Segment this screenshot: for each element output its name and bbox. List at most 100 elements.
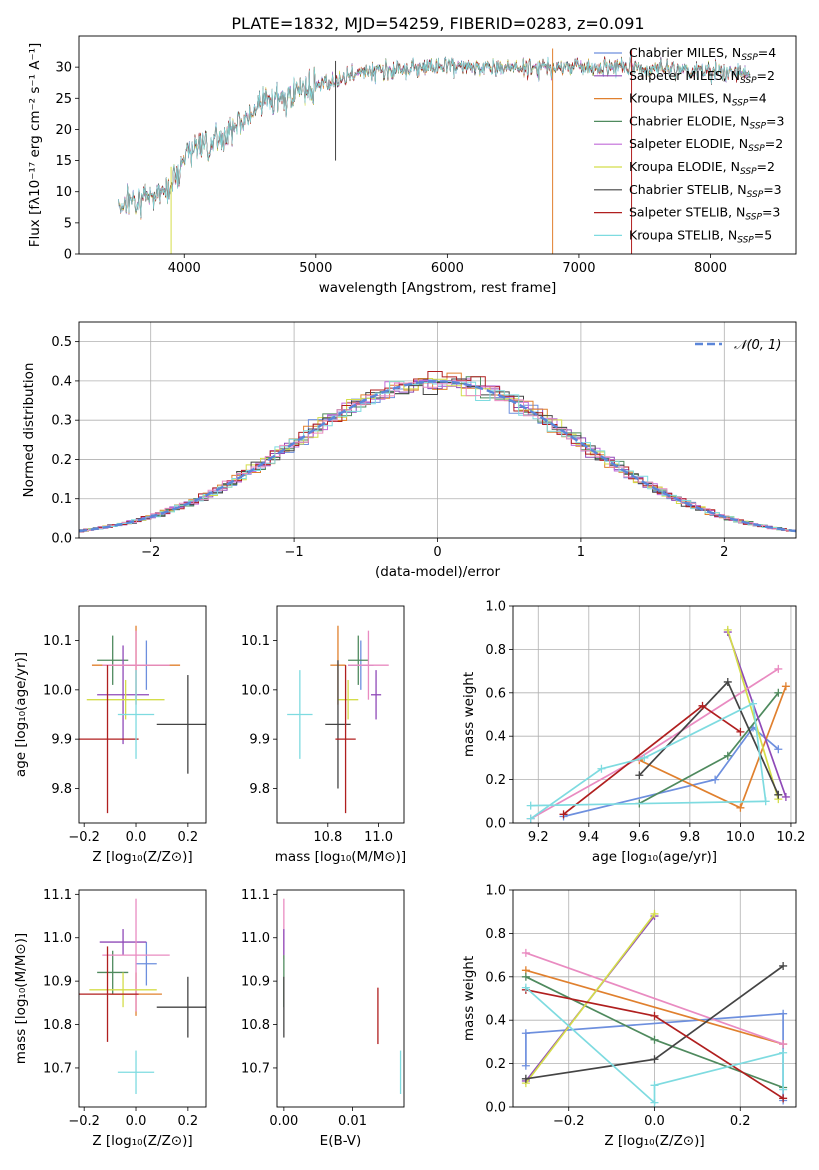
x-tick-label: 2 [720,545,728,560]
weight-line [726,629,780,800]
weight-vs-Z-panel: −0.2 0.0 0.2 0.0 0.2 0.4 0.6 0.8 1.0 Z [log₁₀(Z/Z… [461,884,797,1149]
spectrum-legend: Chabrier MILES, NSSP=4 Salpeter MILES, NS… [594,45,784,245]
error-bars [79,898,206,1094]
weight-line [530,702,767,820]
axes-frame [276,605,405,824]
x-axis-label: Z [log₁₀(Z/Z⊙)] [92,1133,192,1149]
y-tick-label: 25 [55,92,72,107]
legend-label: Chabrier MILES, NSSP=4 [629,45,776,63]
axes-frame [512,889,797,1108]
weight-marker [736,803,745,812]
x-axis-label: (data-model)/error [375,564,501,580]
x-tick-label: 0.2 [730,1114,751,1129]
weight-marker [736,727,745,736]
x-tick-label: 0.00 [269,1114,298,1129]
weight-marker [640,753,649,762]
axes-frame [78,35,797,255]
y-tick-label: 0.1 [51,492,72,507]
x-tick-label: 10.8 [313,830,342,845]
x-tick-label: 6000 [431,261,464,276]
x-tick-label: 11.0 [364,830,393,845]
legend-label: 𝒩(0, 1) [734,338,781,353]
x-tick-label: 9.2 [528,830,549,845]
y-tick-label: 9.8 [249,782,270,797]
y-tick-label: 0.0 [51,532,72,547]
y-tick-label: 0.4 [485,730,506,745]
x-tick-label: 0.0 [126,1114,147,1129]
weight-marker [779,1094,788,1103]
x-tick-label: 9.4 [578,830,599,845]
y-tick-label: 0.0 [485,817,506,832]
x-tick-label: 8000 [694,261,727,276]
weight-line [525,969,784,1045]
weight-marker [521,1061,530,1070]
legend-label: Salpeter STELIB, NSSP=3 [629,205,780,223]
weight-marker [781,792,790,801]
y-tick-label: 20 [55,123,72,138]
weight-line [525,952,784,1045]
y-tick-label: 11.0 [43,931,72,946]
weight-marker [521,1074,530,1083]
y-tick-label: 0.3 [51,414,72,429]
histograms [79,371,796,533]
weight-marker [650,1035,659,1044]
normal-curve [79,380,796,533]
weight-marker [650,1081,659,1090]
weight-marker [526,801,535,810]
spectrum-lines [118,48,751,254]
axes-frame [78,321,797,539]
y-tick-label: 0.2 [485,1057,506,1072]
histogram-steps [79,378,796,533]
y-tick-label: 10.0 [241,683,270,698]
y-tick-label: 0.8 [485,927,506,942]
weight-lines [521,909,788,1107]
figure-title: PLATE=1832, MJD=54259, FIBERID=0283, z=0… [231,14,644,33]
weight-marker [779,1009,788,1018]
weight-marker [521,948,530,957]
axes-frame [78,605,207,824]
mass-vs-ebv-panel: 0.00 0.01 10.7 10.8 10.9 11.0 11.1 E(B-V) [241,888,405,1149]
y-tick-label: 9.9 [51,733,72,748]
y-axis-label: mass weight [461,672,477,757]
age-vs-Z-panel: −0.2 0.0 0.2 9.8 9.9 10.0 10.1 Z [log₁₀(Z/Z⊙)] a… [13,605,207,865]
x-tick-label: 0.2 [178,830,199,845]
y-tick-label: 11.0 [241,931,270,946]
weight-marker [774,745,783,754]
y-tick-label: 10.8 [241,1018,270,1033]
weight-marker [521,1029,530,1038]
weight-marker [723,677,732,686]
x-axis-label: E(B-V) [320,1133,362,1149]
y-tick-label: 15 [55,154,72,169]
weight-marker [635,771,644,780]
error-bars [287,625,389,814]
weight-marker [749,699,758,708]
x-tick-label: 0.2 [178,1114,199,1129]
weight-marker [761,797,770,806]
y-tick-label: 0.4 [51,374,72,389]
x-axis-label: age [log₁₀(age/yr)] [592,849,717,865]
y-tick-label: 10.1 [43,634,72,649]
spectrum-panel: 4000 5000 6000 7000 8000 0 5 10 15 20 25 30 waveleng… [27,35,797,296]
x-axis-label: Z [log₁₀(Z/Z⊙)] [604,1133,704,1149]
x-tick-label: −2 [141,545,160,560]
y-tick-label: 10.8 [43,1018,72,1033]
x-tick-label: −0.2 [553,1114,585,1129]
y-tick-label: 10.0 [43,683,72,698]
weight-marker [521,972,530,981]
age-vs-mass-panel: 10.8 11.0 9.8 9.9 10.0 10.1 mass [log₁₀(M/M⊙)] [241,605,406,865]
y-tick-label: 11.1 [43,888,72,903]
weight-marker [650,1011,659,1020]
spectrum-line [118,54,751,218]
weight-marker [779,1040,788,1049]
y-tick-label: 5 [64,216,72,231]
axes-frame [276,889,405,1108]
x-tick-label: 0.0 [126,830,147,845]
x-tick-label: −1 [285,545,304,560]
y-tick-label: 1.0 [485,600,506,615]
x-tick-label: 0.0 [644,1114,665,1129]
histogram-steps [79,380,796,533]
y-axis-label: mass weight [461,956,477,1041]
y-tick-label: 30 [55,61,72,76]
weight-marker [650,909,659,918]
